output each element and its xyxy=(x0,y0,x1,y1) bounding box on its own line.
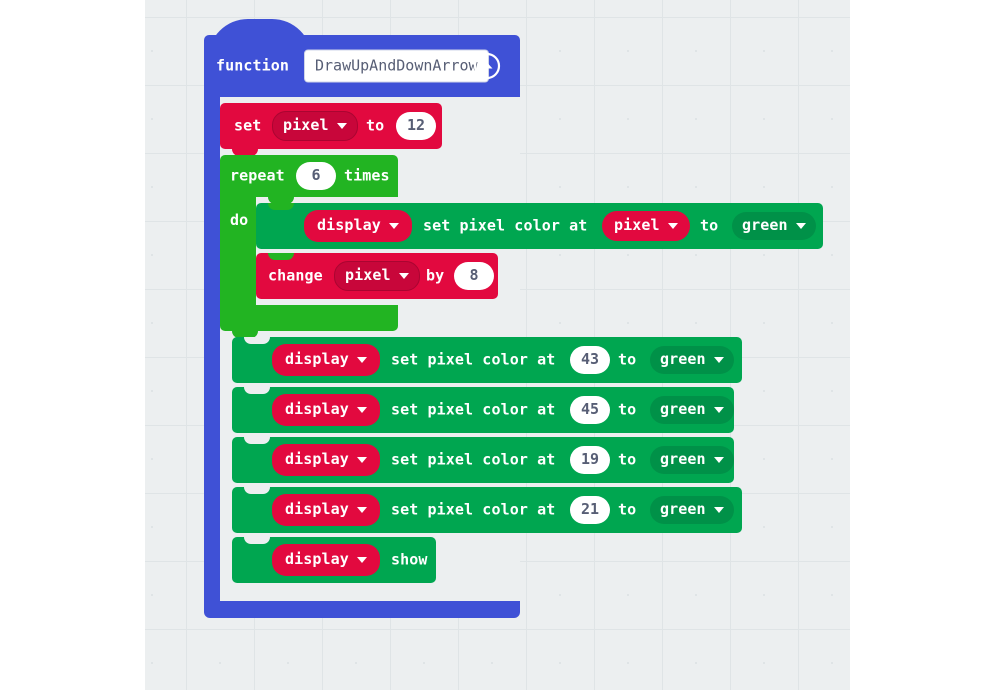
set-variable-dropdown[interactable]: pixel xyxy=(272,111,358,141)
display-target-dropdown[interactable]: display xyxy=(272,394,380,426)
chevron-down-icon xyxy=(388,222,399,229)
display-set-pixel-color-block[interactable]: display set pixel color at 45 to green xyxy=(232,387,734,433)
display-show-block[interactable]: display show xyxy=(232,537,436,583)
display-target-dropdown[interactable]: display xyxy=(272,344,380,376)
set-value-input[interactable]: 12 xyxy=(396,112,437,140)
display-color-dropdown[interactable]: green xyxy=(650,396,734,424)
display-to-label: to xyxy=(618,350,637,369)
display-set-pixel-color-block[interactable]: display set pixel color at 43 to green xyxy=(232,337,742,383)
display-color-value: green xyxy=(660,350,706,368)
repeat-times-label: times xyxy=(344,166,390,185)
display-target-name: display xyxy=(285,400,349,418)
repeat-header: repeat 6 times xyxy=(220,155,398,197)
chevron-down-icon xyxy=(398,272,409,279)
repeat-do-label: do xyxy=(230,211,249,229)
block-notch xyxy=(268,253,294,260)
block-notch xyxy=(244,337,270,344)
display-show-label: show xyxy=(391,550,428,569)
set-to-label: to xyxy=(366,116,385,135)
chevron-down-icon xyxy=(713,506,724,513)
display-target-name: display xyxy=(285,350,349,368)
display-index-input[interactable]: 21 xyxy=(570,496,611,524)
block-notch xyxy=(244,537,270,544)
chevron-down-icon xyxy=(356,556,367,563)
repeat-count-input[interactable]: 6 xyxy=(296,162,336,190)
display-index-input[interactable]: 19 xyxy=(570,446,611,474)
chevron-down-icon xyxy=(713,356,724,363)
change-by-label: by xyxy=(426,266,445,285)
display-action-label: set pixel color at xyxy=(391,500,556,519)
chevron-down-icon xyxy=(356,456,367,463)
display-color-value: green xyxy=(660,450,706,468)
display-index-input[interactable]: 43 xyxy=(570,346,611,374)
display-target-dropdown[interactable]: display xyxy=(304,210,412,242)
display-color-value: green xyxy=(660,400,706,418)
display-target-name: display xyxy=(285,450,349,468)
change-variable-block[interactable]: change pixel by 8 xyxy=(256,253,498,299)
function-keyword-label: function xyxy=(216,56,290,75)
display-target-name: display xyxy=(317,216,381,234)
block-notch xyxy=(244,487,270,494)
chevron-down-icon xyxy=(336,122,347,129)
set-keyword-label: set xyxy=(234,116,262,135)
display-color-dropdown[interactable]: green xyxy=(650,446,734,474)
chevron-down-icon xyxy=(713,406,724,413)
display-target-dropdown[interactable]: display xyxy=(272,444,380,476)
display-action-label: set pixel color at xyxy=(423,216,588,235)
change-variable-name: pixel xyxy=(345,266,391,284)
display-action-label: set pixel color at xyxy=(391,450,556,469)
display-target-name: display xyxy=(285,550,349,568)
display-action-label: set pixel color at xyxy=(391,350,556,369)
display-set-pixel-color-block[interactable]: display set pixel color at 21 to green xyxy=(232,487,742,533)
display-target-name: display xyxy=(285,500,349,518)
display-to-label: to xyxy=(700,216,719,235)
display-to-label: to xyxy=(618,400,637,419)
display-target-dropdown[interactable]: display xyxy=(272,494,380,526)
display-index-input[interactable]: 45 xyxy=(570,396,611,424)
function-header: function DrawUpAndDownArrow xyxy=(204,35,520,97)
block-notch xyxy=(268,203,294,210)
pixel-variable-reporter[interactable]: pixel xyxy=(602,211,690,241)
display-target-dropdown[interactable]: display xyxy=(272,544,380,576)
chevron-down-icon xyxy=(356,356,367,363)
repeat-inner-notch xyxy=(268,197,294,204)
change-keyword-label: change xyxy=(268,266,323,285)
pixel-variable-name: pixel xyxy=(614,216,660,234)
change-value-input[interactable]: 8 xyxy=(454,262,494,290)
chevron-down-icon xyxy=(667,222,678,229)
display-to-label: to xyxy=(618,500,637,519)
display-to-label: to xyxy=(618,450,637,469)
set-variable-name: pixel xyxy=(283,116,329,134)
block-notch xyxy=(232,331,258,338)
display-color-dropdown[interactable]: green xyxy=(650,496,734,524)
display-color-value: green xyxy=(742,216,788,234)
display-set-pixel-color-block-loop[interactable]: display set pixel color at pixel to gree… xyxy=(256,203,823,249)
repeat-keyword-label: repeat xyxy=(230,166,285,185)
chevron-down-icon xyxy=(713,456,724,463)
display-action-label: set pixel color at xyxy=(391,400,556,419)
chevron-down-icon xyxy=(356,406,367,413)
change-variable-dropdown[interactable]: pixel xyxy=(334,261,420,291)
set-variable-block[interactable]: set pixel to 12 xyxy=(220,103,442,156)
chevron-down-icon xyxy=(356,506,367,513)
block-notch xyxy=(244,437,270,444)
display-set-pixel-color-block[interactable]: display set pixel color at 19 to green xyxy=(232,437,734,483)
display-color-value: green xyxy=(660,500,706,518)
block-notch xyxy=(244,387,270,394)
function-name-input[interactable]: DrawUpAndDownArrow xyxy=(304,49,489,83)
display-color-dropdown[interactable]: green xyxy=(732,212,816,240)
block-notch xyxy=(232,149,258,156)
display-color-dropdown[interactable]: green xyxy=(650,346,734,374)
chevron-up-circle-icon[interactable] xyxy=(473,52,501,80)
chevron-down-icon xyxy=(795,222,806,229)
